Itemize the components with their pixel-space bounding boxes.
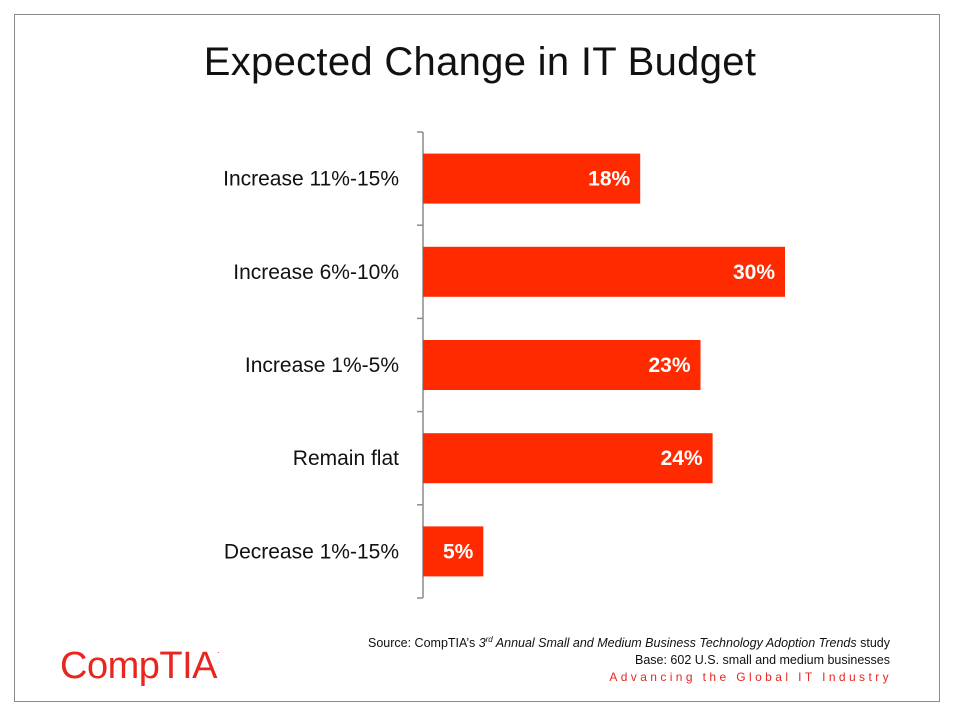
data-label: 18%	[588, 168, 630, 191]
source-ordinal-suffix: rd	[485, 635, 493, 644]
source-study: Annual Small and Medium Business Technol…	[492, 636, 857, 651]
source-ordinal: 3	[478, 636, 486, 651]
source-line: Source: CompTIA’s 3rd Annual Small and M…	[368, 631, 890, 652]
chart-title: Expected Change in IT Budget	[203, 40, 757, 84]
logo-text: CompTIA	[60, 645, 217, 687]
source-prefix: Source: CompTIA’s	[368, 636, 479, 651]
bar	[423, 340, 701, 390]
bar	[423, 153, 641, 204]
data-label: 30%	[733, 261, 775, 284]
data-label: 23%	[649, 354, 691, 377]
data-label: 24%	[661, 447, 703, 470]
category-label: Increase 6%-10%	[233, 261, 399, 284]
category-label: Decrease 1%-15%	[224, 540, 399, 563]
tagline: Advancing the Global IT Industry	[609, 670, 892, 684]
logo-mark: .	[216, 645, 220, 655]
category-label: Increase 11%-15%	[223, 168, 399, 191]
base-line: Base: 602 U.S. small and medium business…	[635, 653, 890, 668]
bar	[423, 433, 713, 484]
category-label: Increase 1%-5%	[245, 354, 399, 377]
bar	[423, 246, 785, 297]
comptia-logo: CompTIA.	[60, 645, 220, 688]
data-label: 5%	[443, 540, 474, 563]
source-suffix: study	[856, 636, 890, 651]
bar	[423, 526, 484, 577]
source-note: Source: CompTIA’s 3rd Annual Small and M…	[368, 631, 890, 669]
category-label: Remain flat	[293, 447, 399, 470]
